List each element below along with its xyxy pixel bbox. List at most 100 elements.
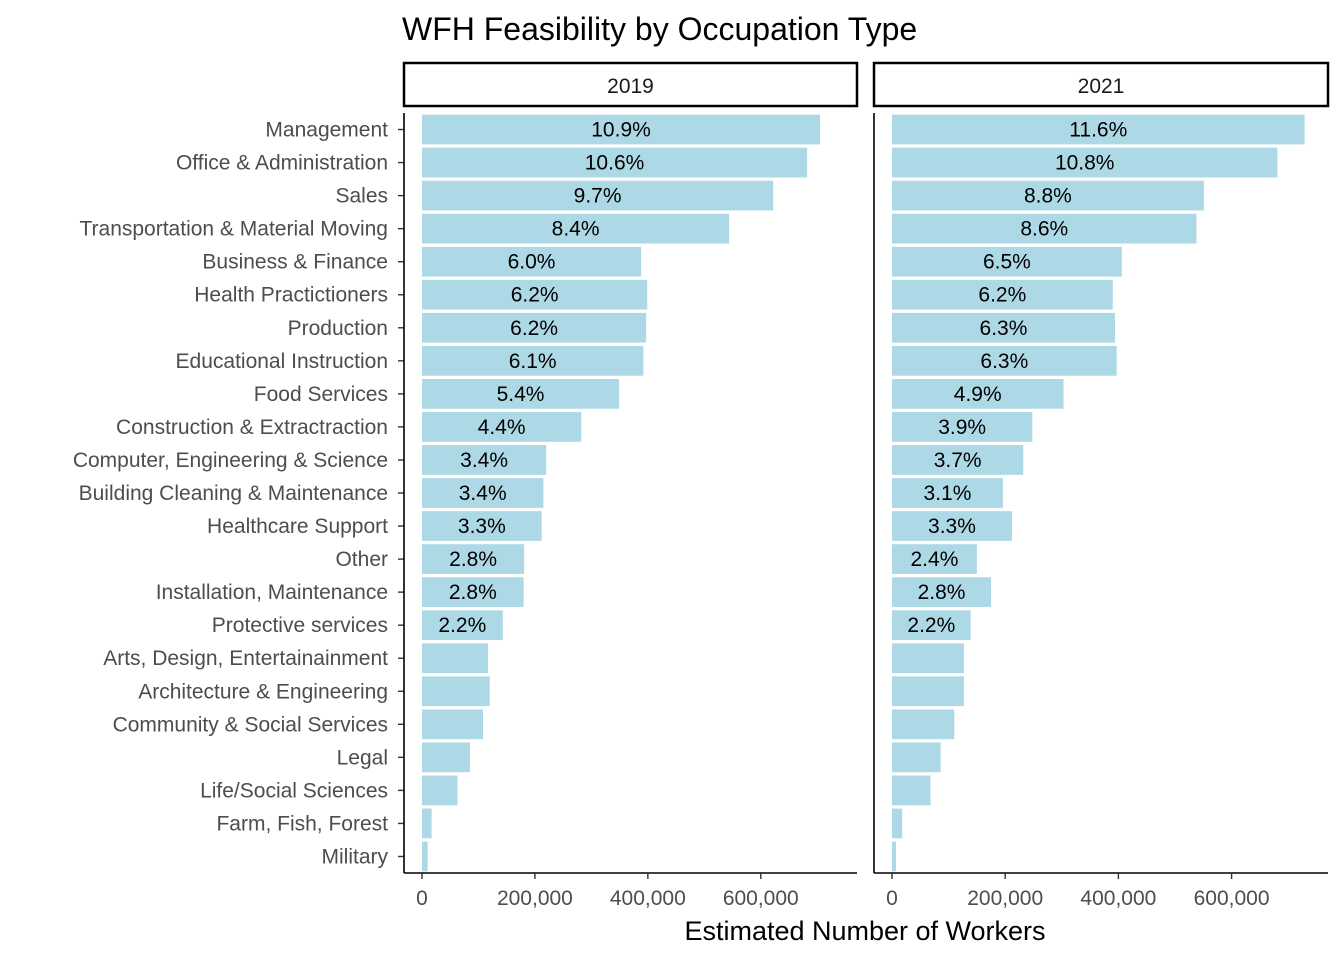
category-label: Computer, Engineering & Science (73, 449, 388, 472)
category-label: Construction & Extractraction (116, 416, 388, 439)
category-label: Production (288, 317, 388, 340)
x-tick-label: 600,000 (1194, 887, 1270, 910)
category-label: Building Cleaning & Maintenance (79, 482, 388, 505)
bar (422, 312, 647, 343)
category-label: Food Services (254, 383, 388, 406)
x-tick-label: 0 (416, 887, 428, 910)
bar (422, 114, 821, 145)
bar (422, 246, 642, 277)
category-label: Management (265, 119, 388, 142)
bar-value-label: 8.4% (552, 218, 600, 241)
chart-title: WFH Feasibility by Occupation Type (402, 11, 917, 47)
bar-value-label: 8.6% (1020, 218, 1068, 241)
category-label: Legal (337, 746, 388, 769)
bar-value-label: 6.2% (510, 317, 558, 340)
bar (892, 213, 1197, 244)
bar-value-label: 10.8% (1055, 152, 1115, 175)
bar (422, 511, 542, 541)
category-label: Office & Administration (176, 152, 388, 175)
bar (892, 412, 1033, 442)
category-label: Healthcare Support (207, 515, 388, 538)
bar-value-label: 2.8% (449, 548, 497, 571)
x-tick-label: 400,000 (1080, 887, 1156, 910)
bar (892, 345, 1117, 376)
bar (422, 676, 490, 707)
category-label: Educational Instruction (176, 350, 388, 373)
bar (422, 775, 458, 806)
bar-value-label: 3.1% (924, 482, 972, 505)
bar-value-label: 10.6% (585, 152, 645, 175)
category-label: Protective services (212, 614, 388, 637)
facet-strip (872, 61, 1330, 108)
bar (422, 379, 620, 409)
bar-value-label: 10.9% (591, 119, 651, 142)
bar (892, 808, 903, 839)
bar (422, 279, 648, 310)
bar (422, 610, 503, 641)
facet-panel-2021: 2021 11.6% 10.8% 8.8% 8.6% 6.5% 6.2% 6.3% 6.3% 4.… (872, 61, 1330, 910)
bar (422, 709, 483, 740)
facet-strip (402, 61, 859, 108)
bar (422, 841, 428, 872)
bar (892, 577, 992, 607)
bar (892, 379, 1064, 409)
bar-value-label: 6.3% (980, 350, 1028, 373)
x-tick-label: 400,000 (610, 887, 686, 910)
category-label: Business & Finance (202, 251, 388, 274)
category-label: Military (322, 845, 389, 868)
bar (892, 610, 971, 641)
bar (892, 445, 1024, 475)
bar-value-label: 2.8% (918, 581, 966, 604)
bar (422, 544, 525, 574)
category-label: Health Practictioners (194, 284, 388, 307)
bar-value-label: 3.3% (928, 515, 976, 538)
category-label: Installation, Maintenance (156, 581, 388, 604)
bar (892, 312, 1115, 343)
bar (422, 643, 489, 674)
bar-value-label: 6.0% (508, 251, 556, 274)
bar-value-label: 2.4% (911, 548, 959, 571)
bar (422, 742, 470, 773)
bar (892, 114, 1305, 145)
bar-value-label: 2.8% (449, 581, 497, 604)
bar-value-label: 2.2% (907, 614, 955, 637)
x-tick-label: 0 (886, 887, 898, 910)
category-label: Sales (335, 185, 388, 208)
bar-value-label: 4.4% (478, 416, 526, 439)
category-label: Other (335, 548, 388, 571)
bar (892, 742, 941, 773)
bar-value-label: 6.1% (509, 350, 557, 373)
bar (892, 709, 955, 740)
facets: Management Office & Administration Sales Tr… (73, 61, 1330, 910)
bar (422, 577, 524, 607)
facet-strip-label: 2021 (1078, 75, 1125, 98)
x-axis-title: Estimated Number of Workers (684, 916, 1045, 946)
bar-value-label: 3.4% (460, 449, 508, 472)
bar-value-label: 9.7% (574, 185, 622, 208)
bar (422, 445, 547, 475)
bar (892, 511, 1012, 541)
bar-value-label: 3.4% (459, 482, 507, 505)
bar-value-label: 11.6% (1069, 119, 1127, 142)
bar (892, 775, 931, 806)
bar (892, 279, 1113, 310)
bar (892, 147, 1278, 178)
bar (422, 345, 644, 376)
bar-value-label: 4.9% (954, 383, 1002, 406)
bar (422, 808, 432, 839)
x-tick-label: 200,000 (497, 887, 573, 910)
bar (422, 180, 774, 211)
bar (422, 147, 808, 178)
category-label: Architecture & Engineering (138, 680, 388, 703)
facet-strip-label: 2019 (607, 75, 654, 98)
bar-value-label: 6.2% (511, 284, 559, 307)
bar (892, 841, 896, 872)
bar-value-label: 6.3% (980, 317, 1028, 340)
bar (422, 213, 730, 244)
facet-panel-2019: 2019 10.9% 10.6% 9.7% 8.4% 6.0% 6.2% 6.2% 6.1% 5.… (402, 61, 859, 910)
bar-value-label: 2.2% (438, 614, 486, 637)
category-label: Arts, Design, Entertainainment (103, 647, 388, 670)
bar-value-label: 3.9% (938, 416, 986, 439)
category-label: Community & Social Services (113, 713, 388, 736)
